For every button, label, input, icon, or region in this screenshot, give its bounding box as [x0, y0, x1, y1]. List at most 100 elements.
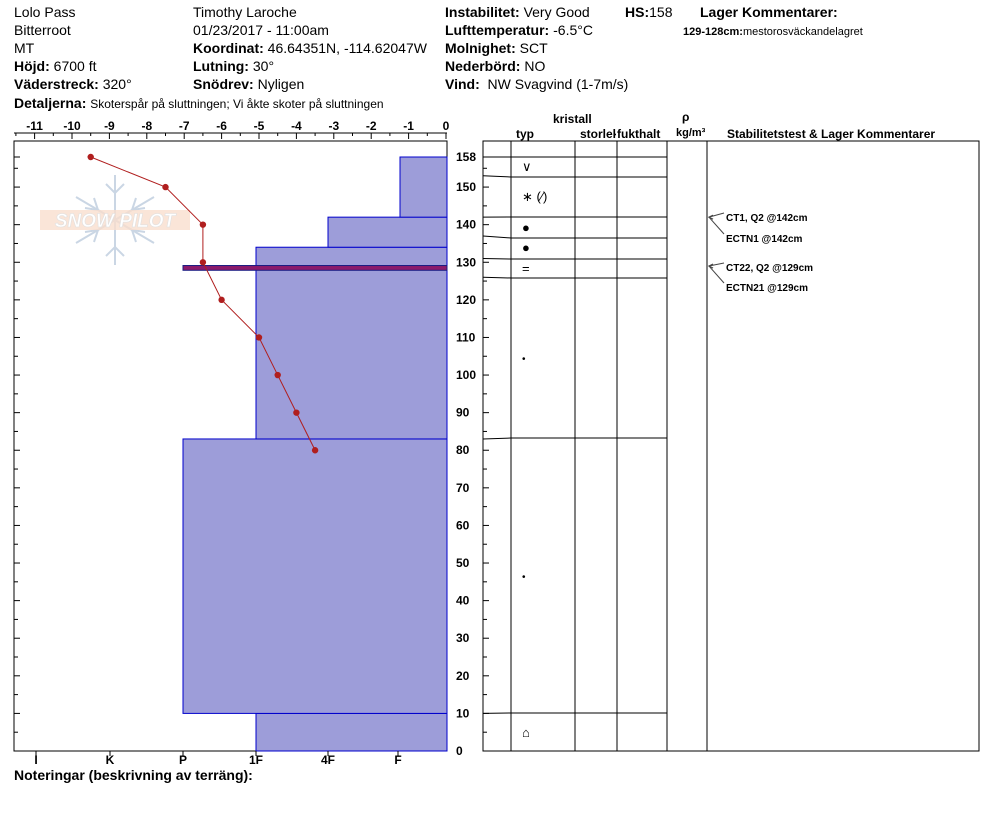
temp-tick-label: 0	[443, 119, 450, 133]
snow-height: HS:158	[625, 4, 672, 20]
height-tick-label: 40	[456, 594, 470, 608]
weak-layer-band	[182, 265, 448, 271]
temp-tick-label: -5	[254, 119, 265, 133]
height-tick-label: 80	[456, 443, 470, 457]
temp-tick-label: -9	[104, 119, 115, 133]
layer-table-frame	[482, 140, 980, 752]
stability-test-label: ECTN21 @129cm	[726, 283, 808, 294]
hardness-tick-label: P	[179, 753, 187, 767]
temp-tick-label: -7	[179, 119, 190, 133]
hardness-layer-0	[255, 712, 448, 752]
hs-label: HS:	[625, 4, 650, 20]
col-stability: Stabilitetstest & Lager Kommentarer	[727, 127, 936, 141]
col-density-symbol: ρ	[682, 110, 690, 124]
sky-cover: Molnighet: SCT	[445, 40, 548, 56]
range-name: Bitterroot	[14, 22, 71, 38]
height-tick-label: 10	[456, 706, 470, 720]
layer-connector	[482, 235, 512, 239]
temp-tick-label: -2	[366, 119, 377, 133]
grain-symbol: ⌂	[522, 725, 530, 740]
stability-pointer	[708, 265, 725, 284]
height-tick-label: 0	[456, 744, 463, 758]
instability-value: Very Good	[523, 4, 590, 20]
temp-point	[274, 371, 281, 379]
aspect: Väderstreck: 320°	[14, 76, 132, 92]
hardness-tick-label: 4F	[321, 753, 335, 767]
temperature-axis: -11 -10 -9 -8 -7 -6 -5 -4 -3 -2 -1 0	[14, 119, 450, 139]
airtemp-label: Lufttemperatur:	[445, 22, 550, 38]
coord-value: 46.64351N, -114.62047W	[267, 40, 427, 56]
hs-value: 158	[649, 4, 673, 20]
grain-symbols: ∨ ∗ (⁄) ● ● = • • ⌂	[522, 159, 547, 740]
grain-symbol: •	[522, 572, 526, 583]
aspect-value: 320°	[102, 76, 132, 92]
instability-label: Instabilitet:	[445, 4, 520, 20]
col-size: storlek	[580, 127, 616, 141]
layer-table-rows	[482, 156, 667, 714]
slope: Lutning: 30°	[193, 58, 274, 74]
col-moisture: fukthalt	[617, 127, 661, 141]
precip-value: NO	[524, 58, 546, 74]
wind-loading-value: Nyligen	[257, 76, 305, 92]
temp-point	[293, 409, 300, 416]
layer-connector	[482, 175, 512, 178]
hardness-tick-label: F	[394, 753, 401, 767]
hardness-tick-label: I	[34, 753, 37, 767]
stability-test-label: CT22, Q2 @129cm	[726, 263, 813, 274]
wind-loading: Snödrev: Nyligen	[193, 76, 304, 92]
grain-symbol: ∨	[522, 159, 532, 174]
stability-pointer	[708, 216, 725, 235]
hardness-layers	[182, 156, 448, 752]
stability-pointer	[708, 262, 725, 267]
grain-symbol: ∗ (⁄)	[522, 189, 547, 204]
stability-arrow	[707, 214, 714, 220]
height-tick-label: 20	[456, 669, 470, 683]
height-tick-label: 90	[456, 406, 470, 420]
temperature-profile	[87, 153, 319, 454]
slope-value: 30°	[252, 58, 275, 74]
height-tick-label: 30	[456, 631, 470, 645]
logo-text: SNOW PILOT	[55, 211, 177, 232]
layer-connector	[482, 437, 512, 440]
temp-tick-label: -10	[63, 119, 81, 133]
grain-symbol: =	[522, 261, 530, 276]
elevation-value: 6700 ft	[53, 58, 97, 74]
stability-test-label: CT1, Q2 @142cm	[726, 213, 808, 224]
stability-tests: CT1, Q2 @142cm ECTN1 @142cm CT22, Q2 @129c…	[707, 212, 813, 294]
temp-tick-label: -11	[26, 119, 43, 133]
height-axis: 0 10 20 30 40 50 60 70 80 90 100 110 120 130 140 150 158	[14, 150, 489, 758]
height-tick-label: 60	[456, 518, 470, 532]
precip-label: Nederbörd:	[445, 58, 521, 74]
temp-point	[199, 221, 207, 228]
col-type: typ	[516, 127, 534, 141]
elevation: Höjd: 6700 ft	[14, 58, 96, 74]
grain-symbol: •	[522, 354, 526, 365]
layer-comments-title: Lager Kommentarer:	[700, 4, 838, 20]
height-tick-label: 70	[456, 481, 470, 495]
observation-datetime: 01/23/2017 - 11:00am	[193, 22, 329, 38]
layer-comment-range: 129-128cm:	[683, 26, 743, 38]
temp-point	[199, 259, 207, 266]
height-tick-label: 140	[456, 218, 476, 232]
instability: Instabilitet: Very Good	[445, 4, 590, 20]
hardness-tick-label: K	[106, 753, 115, 767]
temp-tick-label: -3	[328, 119, 339, 133]
temp-point	[218, 296, 225, 304]
height-tick-label: 130	[456, 255, 476, 269]
layer-comment: 129-128cm:mestorosväckandelagret	[683, 24, 863, 40]
temp-point	[311, 447, 319, 454]
precipitation: Nederbörd: NO	[445, 58, 545, 74]
temp-tick-label: -8	[141, 119, 152, 133]
stability-test-label: ECTN1 @142cm	[726, 234, 803, 245]
wind: Vind: NW Svagvind (1-7m/s)	[445, 76, 628, 92]
grain-symbol: ●	[522, 220, 530, 235]
air-temperature: Lufttemperatur: -6.5°C	[445, 22, 593, 38]
col-density-unit: kg/m³	[676, 127, 706, 139]
notes-label: Noteringar (beskrivning av terräng):	[14, 767, 253, 783]
details-label: Detaljerna:	[14, 95, 87, 111]
height-tick-label: 50	[456, 556, 470, 570]
weak-layer-group	[182, 265, 448, 271]
coord-label: Koordinat:	[193, 40, 264, 56]
observer-name: Timothy Laroche	[193, 4, 297, 20]
wind-label: Vind:	[445, 76, 480, 92]
